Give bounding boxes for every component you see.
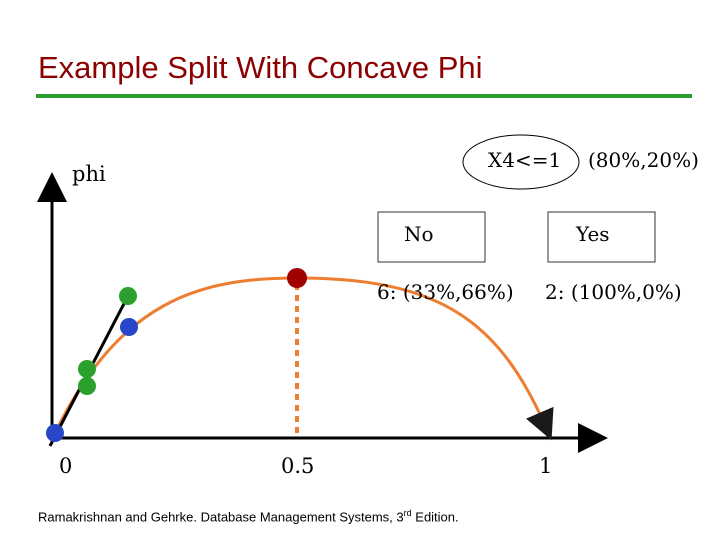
green-point	[78, 377, 96, 395]
footer-citation: Ramakrishnan and Gehrke. Database Manage…	[38, 508, 459, 524]
title-underline	[36, 94, 692, 98]
phi-axis-label: phi	[72, 162, 106, 186]
root-node-ellipse	[462, 134, 580, 190]
left-leaf-label: 6: (33%,66%)	[377, 280, 514, 304]
slide-title: Example Split With Concave Phi	[38, 50, 483, 85]
footer-text: Ramakrishnan and Gehrke. Database Manage…	[38, 509, 404, 525]
root-split-label: (80%,20%)	[588, 148, 699, 172]
right-leaf-label: 2: (100%,0%)	[545, 280, 682, 304]
footer-superscript: rd	[403, 508, 412, 518]
root-node-label: X4<=1	[488, 148, 562, 172]
blue-point	[46, 424, 64, 442]
footer-suffix: Edition.	[411, 509, 459, 525]
red-point	[287, 268, 307, 288]
green-point	[119, 287, 137, 305]
no-branch-label: No	[404, 222, 434, 246]
x-tick-0: 0	[59, 454, 73, 478]
yes-branch-box	[547, 211, 656, 263]
no-branch-box	[377, 211, 486, 263]
green-point	[78, 360, 96, 378]
yes-branch-label: Yes	[576, 222, 610, 246]
blue-point	[120, 318, 138, 336]
x-tick-0-5: 0.5	[281, 454, 315, 478]
x-tick-1: 1	[539, 454, 553, 478]
